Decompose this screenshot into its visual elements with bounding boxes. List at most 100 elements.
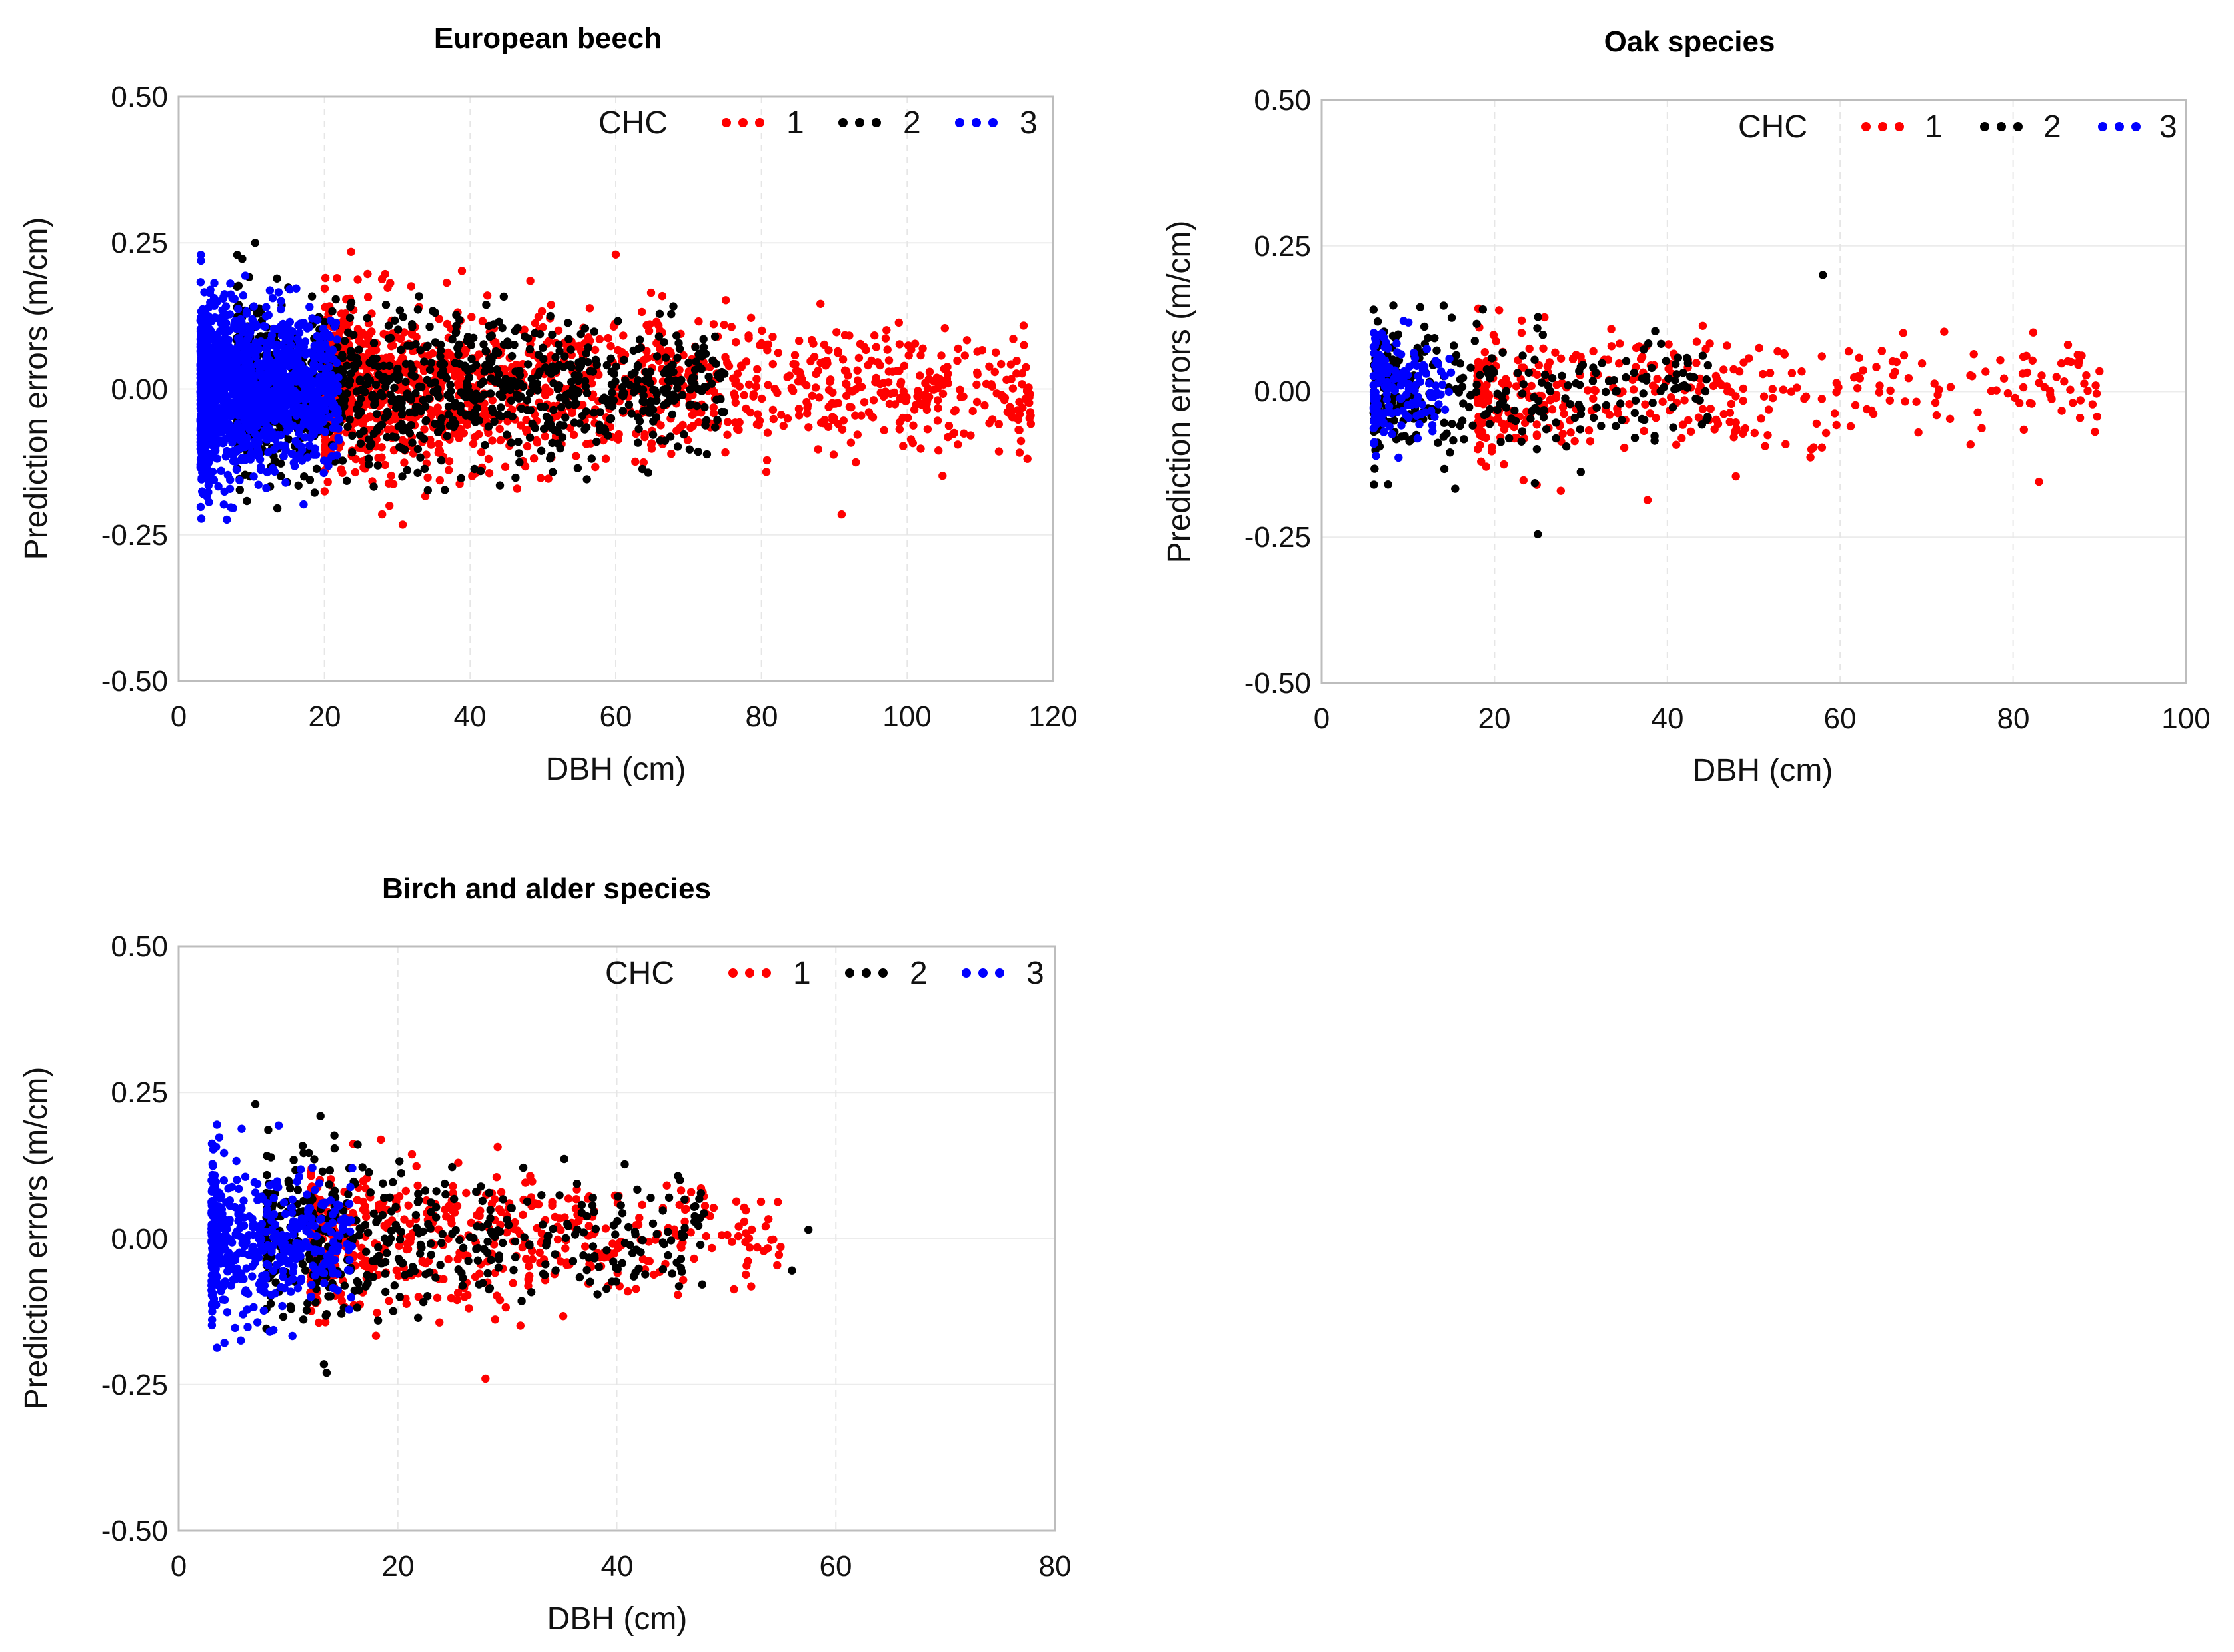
data-point (273, 504, 282, 513)
data-point (1855, 353, 1863, 362)
data-point (815, 393, 824, 402)
data-point (347, 348, 356, 357)
data-point (854, 353, 864, 363)
data-point (731, 398, 740, 407)
data-point (237, 317, 246, 326)
data-point (580, 324, 590, 333)
data-point (345, 380, 353, 389)
data-point (196, 502, 205, 512)
data-point (954, 344, 962, 353)
data-point (1460, 435, 1468, 444)
data-point (488, 396, 497, 405)
data-point-outlier (837, 510, 846, 519)
data-point (263, 340, 271, 349)
data-point (1511, 416, 1520, 426)
data-point (1996, 356, 2005, 365)
data-point (1002, 375, 1011, 384)
data-point (239, 373, 249, 383)
data-point (1653, 375, 1662, 383)
data-point (2091, 381, 2100, 390)
data-point (292, 411, 301, 420)
data-point (812, 369, 820, 379)
data-point (547, 301, 555, 309)
data-point (652, 352, 662, 361)
data-point (1484, 391, 1493, 399)
data-point (420, 464, 429, 473)
data-point (1558, 371, 1566, 380)
data-point (426, 436, 435, 444)
data-point (1797, 367, 1806, 376)
data-point (327, 452, 336, 461)
data-point (731, 379, 740, 388)
data-point (1612, 422, 1620, 430)
data-point (1470, 337, 1479, 345)
data-point (1711, 371, 1721, 381)
data-point (373, 461, 382, 470)
data-point (1640, 426, 1648, 436)
data-point (531, 319, 540, 328)
data-point (338, 351, 347, 359)
data-point (313, 331, 321, 341)
data-point (614, 345, 622, 355)
data-point (1968, 372, 1977, 381)
data-point (768, 405, 778, 414)
data-point (431, 378, 439, 387)
data-point (1574, 400, 1583, 409)
data-point (1466, 391, 1475, 399)
data-point (618, 407, 627, 415)
data-point (485, 469, 494, 478)
data-point (764, 381, 772, 389)
data-point (1519, 476, 1528, 485)
data-point (487, 331, 496, 340)
data-point (584, 343, 592, 352)
data-point (2019, 352, 2028, 361)
data-point (1450, 341, 1458, 350)
data-point (1016, 436, 1026, 446)
data-point (826, 375, 835, 384)
data-point (880, 426, 888, 435)
data-point (857, 382, 866, 391)
data-point (465, 373, 474, 382)
data-point (243, 405, 253, 414)
data-point (503, 430, 511, 439)
data-point (405, 408, 414, 416)
data-point (749, 392, 758, 401)
data-point (636, 335, 644, 344)
data-point (267, 428, 277, 437)
data-point (1853, 384, 1862, 393)
data-point (202, 492, 211, 500)
data-point (242, 307, 251, 316)
data-point (197, 389, 206, 397)
data-point (1977, 424, 1986, 432)
data-point (290, 373, 299, 383)
data-point (638, 397, 647, 406)
data-point (218, 377, 227, 386)
data-point (330, 322, 339, 331)
data-point (495, 424, 504, 434)
data-point (446, 381, 455, 389)
data-point (554, 428, 563, 436)
data-point (310, 488, 319, 497)
data-point (564, 389, 573, 398)
data-point (338, 468, 347, 477)
data-point (363, 293, 373, 301)
data-point (937, 351, 946, 360)
data-point (1809, 443, 1818, 452)
data-point (678, 391, 687, 399)
data-point (541, 432, 549, 441)
data-point (2091, 427, 2099, 436)
data-point (1526, 414, 1535, 423)
data-point (572, 452, 580, 460)
data-point (1545, 358, 1554, 367)
data-point (788, 385, 796, 393)
data-point (394, 325, 403, 334)
data-point (588, 379, 596, 388)
data-point (608, 388, 616, 397)
data-point (1914, 428, 1923, 437)
data-point (344, 328, 353, 337)
data-point (1524, 368, 1533, 377)
data-point (203, 352, 211, 361)
data-point (288, 327, 297, 336)
data-point (1611, 387, 1620, 396)
data-point-outlier (611, 250, 620, 259)
